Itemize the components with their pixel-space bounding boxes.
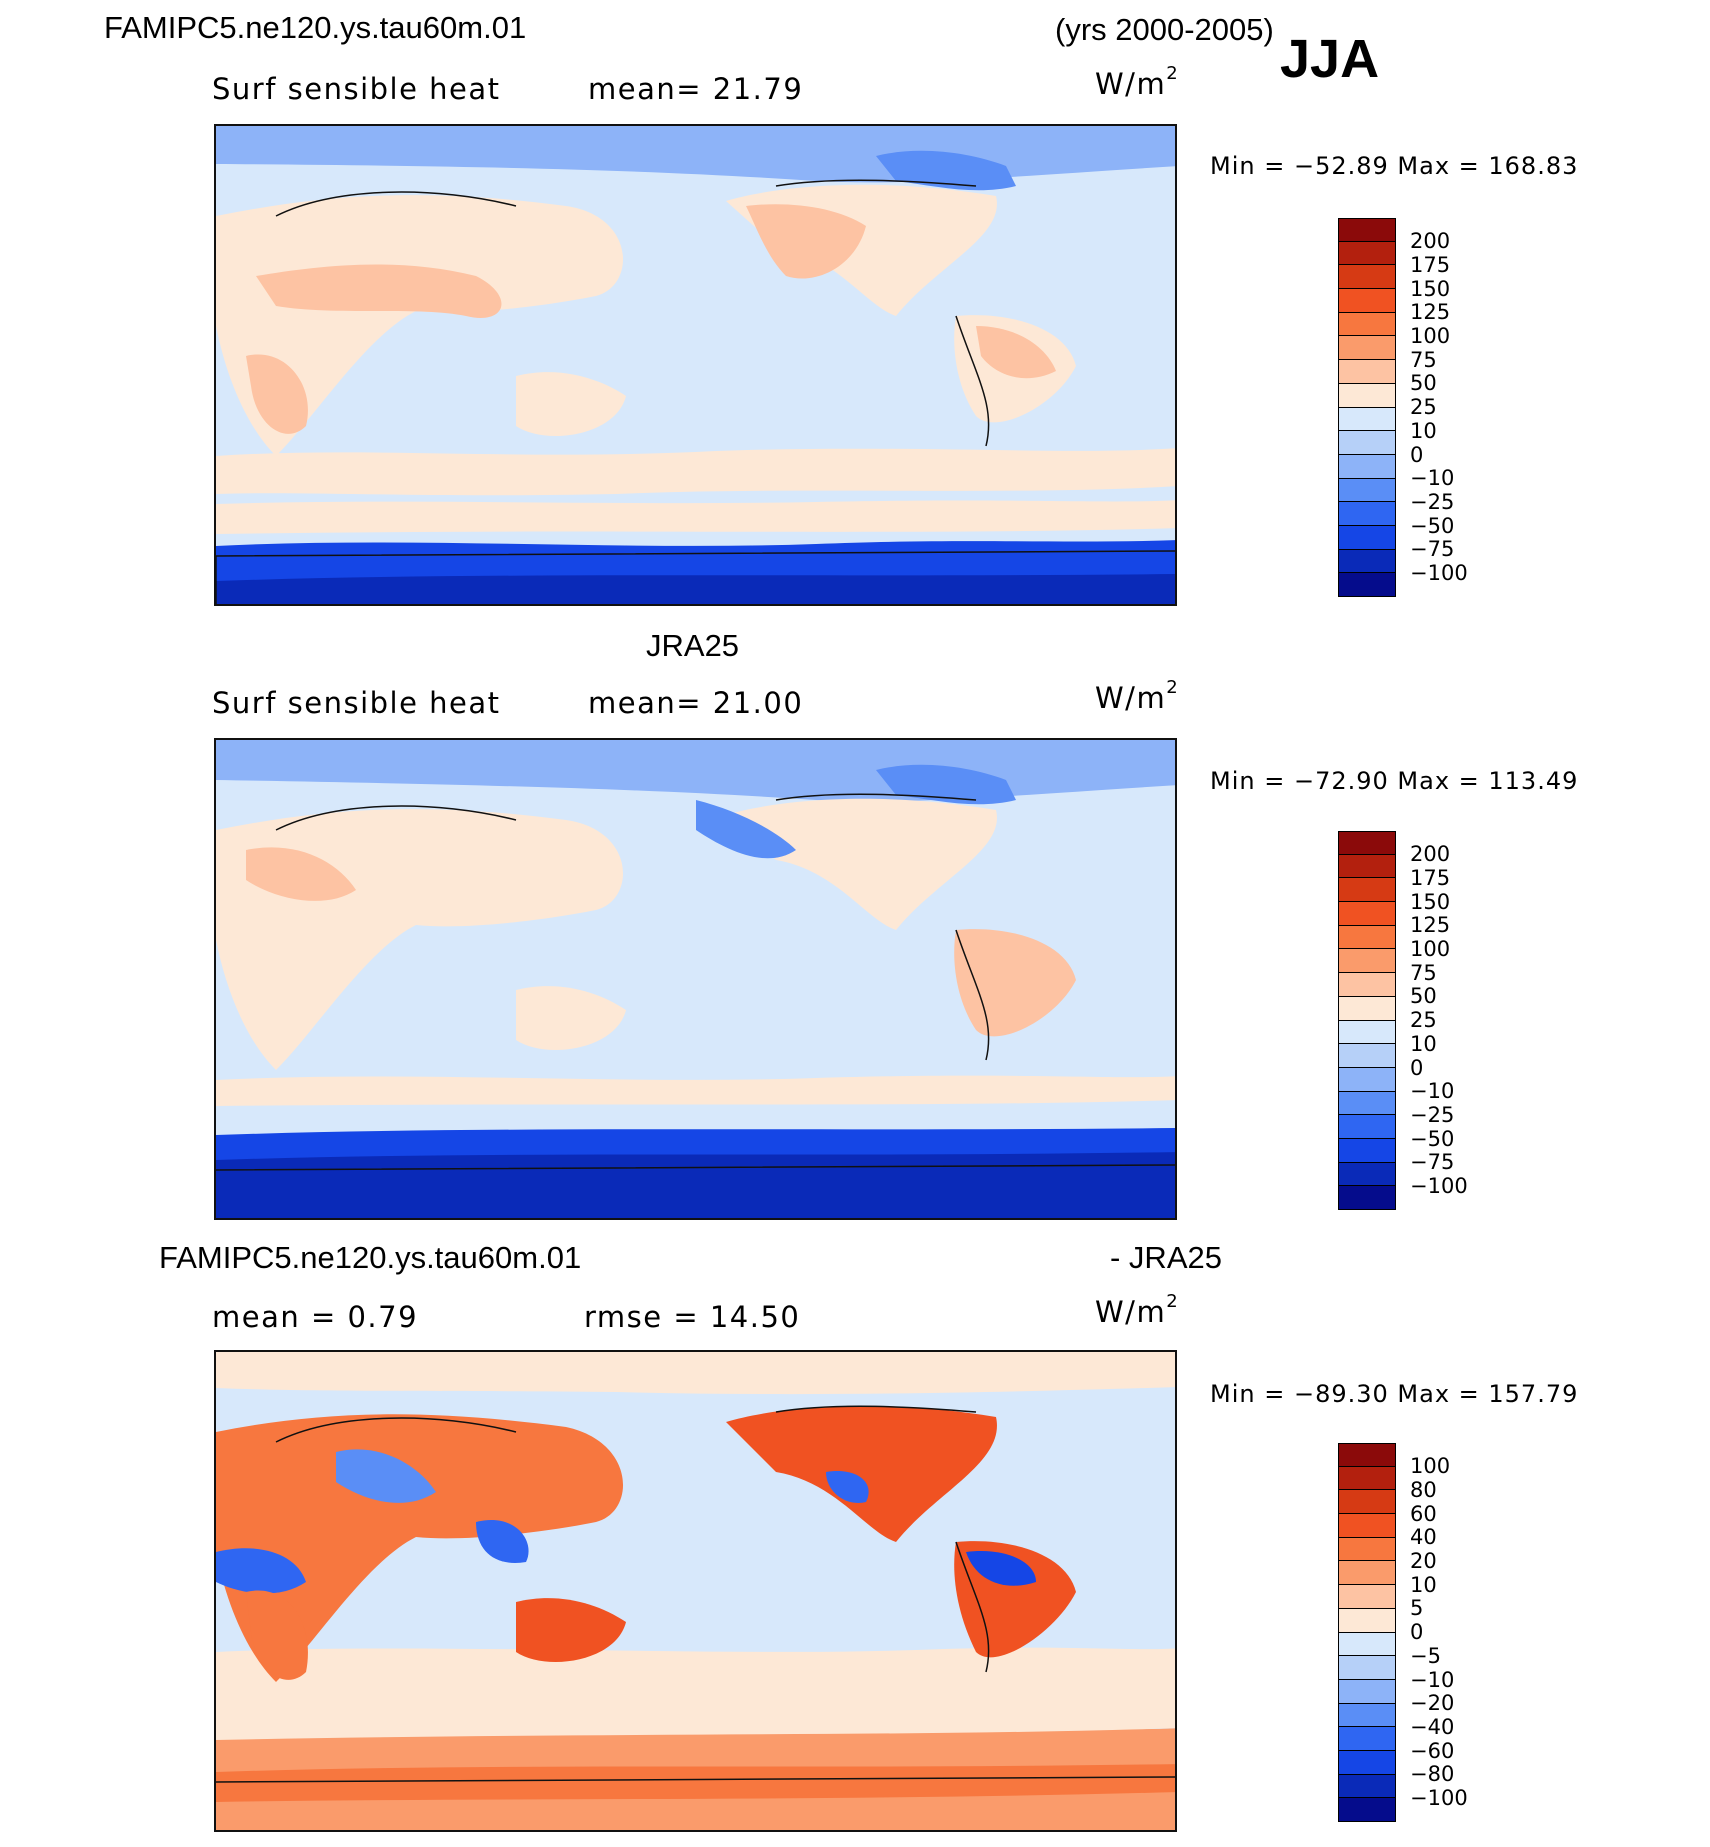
cb1-label: 0 — [1410, 443, 1424, 467]
panel3-mean: mean = 0.79 — [212, 1300, 419, 1334]
panel1-minmax: Min = −52.89 Max = 168.83 — [1210, 152, 1579, 180]
years-label: (yrs 2000-2005) — [1055, 12, 1274, 47]
cb3-label: −10 — [1410, 1668, 1455, 1692]
cb2-label: 150 — [1410, 890, 1451, 914]
panel3-title-left: FAMIPC5.ne120.ys.tau60m.01 — [159, 1240, 582, 1275]
cb2-label: −25 — [1410, 1103, 1455, 1127]
panel3-units: W/m2 — [1095, 1291, 1178, 1329]
cb2-label: 50 — [1410, 984, 1437, 1008]
cb3-label: −40 — [1410, 1715, 1455, 1739]
panel1-map — [214, 124, 1177, 606]
cb2-label: 125 — [1410, 913, 1451, 937]
cb2-label: 200 — [1410, 842, 1451, 866]
season-label: JJA — [1280, 29, 1380, 89]
cb2-label: −75 — [1410, 1150, 1455, 1174]
cb1-label: 50 — [1410, 371, 1437, 395]
cb3-label: 20 — [1410, 1549, 1437, 1573]
panel3-map — [214, 1350, 1177, 1832]
cb2-label: 25 — [1410, 1008, 1437, 1032]
panel2-title: JRA25 — [646, 628, 740, 663]
panel1-units: W/m2 — [1095, 63, 1178, 101]
panel3-colorbar — [1338, 1443, 1396, 1822]
cb3-label: 60 — [1410, 1502, 1437, 1526]
cb1-label: 125 — [1410, 300, 1451, 324]
cb1-label: −75 — [1410, 537, 1455, 561]
cb1-label: 75 — [1410, 348, 1437, 372]
cb1-label: 200 — [1410, 229, 1451, 253]
panel2-mean: mean= 21.00 — [588, 686, 804, 720]
panel3-minmax: Min = −89.30 Max = 157.79 — [1210, 1380, 1579, 1408]
cb2-label: 0 — [1410, 1056, 1424, 1080]
panel2-map — [214, 738, 1177, 1220]
case-title: FAMIPC5.ne120.ys.tau60m.01 — [104, 10, 527, 45]
cb1-label: −25 — [1410, 490, 1455, 514]
cb1-label: −50 — [1410, 514, 1455, 538]
cb1-label: 150 — [1410, 277, 1451, 301]
cb3-label: −100 — [1410, 1786, 1468, 1810]
panel2-minmax: Min = −72.90 Max = 113.49 — [1210, 767, 1579, 795]
cb1-label: 175 — [1410, 253, 1451, 277]
cb2-label: 175 — [1410, 866, 1451, 890]
cb3-label: −80 — [1410, 1762, 1455, 1786]
cb3-label: 80 — [1410, 1478, 1437, 1502]
cb2-label: −50 — [1410, 1127, 1455, 1151]
cb3-label: −5 — [1410, 1644, 1441, 1668]
cb2-label: 75 — [1410, 961, 1437, 985]
panel2-variable: Surf sensible heat — [212, 686, 501, 720]
cb3-label: 0 — [1410, 1620, 1424, 1644]
cb2-label: −10 — [1410, 1079, 1455, 1103]
cb2-label: −100 — [1410, 1174, 1468, 1198]
panel3-title-right: - JRA25 — [1110, 1240, 1222, 1275]
cb1-label: 25 — [1410, 395, 1437, 419]
cb2-label: 10 — [1410, 1032, 1437, 1056]
cb3-label: 5 — [1410, 1596, 1424, 1620]
cb3-label: 10 — [1410, 1573, 1437, 1597]
panel1-variable: Surf sensible heat — [212, 72, 501, 106]
cb3-label: 100 — [1410, 1454, 1451, 1478]
cb1-label: −100 — [1410, 561, 1468, 585]
panel2-colorbar — [1338, 831, 1396, 1210]
cb3-label: −20 — [1410, 1691, 1455, 1715]
cb1-label: 10 — [1410, 419, 1437, 443]
cb3-label: 40 — [1410, 1525, 1437, 1549]
panel2-units: W/m2 — [1095, 677, 1178, 715]
panel1-mean: mean= 21.79 — [588, 72, 804, 106]
cb3-label: −60 — [1410, 1739, 1455, 1763]
cb2-label: 100 — [1410, 937, 1451, 961]
panel1-colorbar — [1338, 218, 1396, 597]
panel3-rmse: rmse = 14.50 — [584, 1300, 801, 1334]
cb1-label: −10 — [1410, 466, 1455, 490]
cb1-label: 100 — [1410, 324, 1451, 348]
